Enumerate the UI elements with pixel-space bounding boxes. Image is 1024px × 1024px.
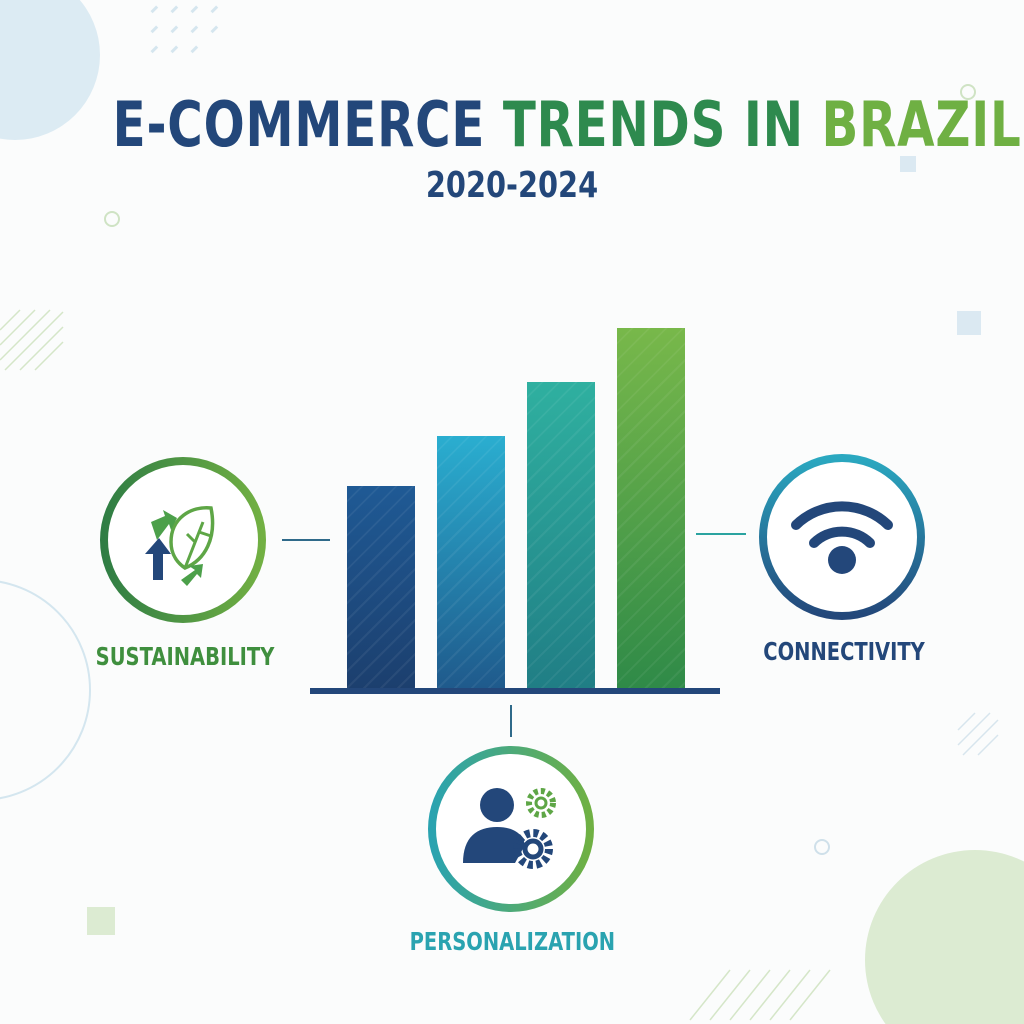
decor-ring-left xyxy=(0,580,91,800)
label-personalization: PERSONALIZATION xyxy=(409,927,616,956)
connector-personalization xyxy=(510,705,512,737)
label-connectivity: CONNECTIVITY xyxy=(763,637,925,666)
page-title: E-COMMERCE TRENDS IN BRAZIL xyxy=(112,88,1021,161)
title-part-3: BRAZIL xyxy=(821,88,1022,161)
connector-sustainability xyxy=(282,539,330,541)
decor-circle-top-left xyxy=(0,0,100,140)
title-part-2: TRENDS IN xyxy=(502,88,804,161)
recycle-leaf-icon xyxy=(100,457,266,623)
title-part-1: E-COMMERCE xyxy=(112,88,486,161)
bar-3 xyxy=(527,382,595,688)
decor-circle-bottom-right xyxy=(865,850,1024,1024)
user-gears-icon xyxy=(428,746,594,912)
bar-1 xyxy=(347,486,415,688)
subtitle: 2020-2024 xyxy=(425,165,599,206)
connector-connectivity xyxy=(696,533,746,535)
bar-4 xyxy=(617,328,685,688)
chart-baseline xyxy=(310,688,720,694)
bar-2 xyxy=(437,436,505,688)
wifi-icon xyxy=(759,454,925,620)
label-sustainability: SUSTAINABILITY xyxy=(95,642,275,671)
